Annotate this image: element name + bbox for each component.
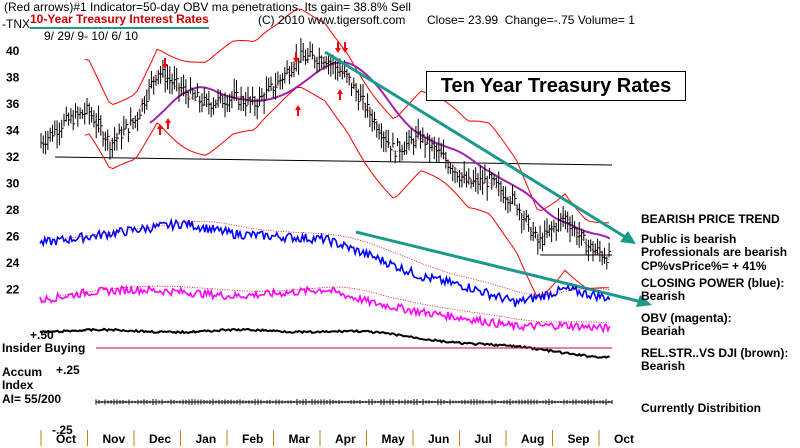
y-tick-label: 28 [6, 203, 20, 217]
copyright: (C) 2010 www.tigersoft.com [258, 13, 406, 27]
moving-average-line [149, 61, 611, 240]
x-tick-label: Dec [149, 432, 171, 446]
obv-note: OBV (magenta): [641, 311, 732, 325]
accum-label: Accum [2, 365, 43, 379]
symbol: -TNX [2, 17, 30, 31]
closing-power-line-ma [59, 221, 610, 296]
professionals-note: Professionals are bearish [641, 245, 788, 259]
x-tick-label: Apr [335, 432, 356, 446]
relstr-value: Bearish [641, 359, 686, 373]
volume-label: Volume= [577, 13, 625, 27]
y-tick-label: 30 [6, 177, 20, 191]
chart-title: 10-Year Treasury Interest Rates [30, 13, 209, 29]
price-trendline [324, 50, 631, 242]
indicator-line: (Red arrows)#1 Indicator=50-day OBV ma p… [4, 0, 411, 14]
x-tick-label: Aug [521, 432, 544, 446]
close-label: Close= [427, 13, 465, 27]
sell-arrow-icon [162, 64, 168, 69]
trend-note: BEARISH PRICE TREND [641, 212, 780, 226]
chart-box-title: Ten Year Treasury Rates [426, 71, 686, 101]
closing-power-note: CLOSING POWER (blue): [641, 276, 785, 290]
obv-line-ma [59, 285, 610, 324]
date-range: 9/ 29/ 9- 10/ 6/ 10 [44, 29, 139, 43]
close-readout: Close= 23.99 Change=-.75 Volume= 1 [427, 14, 635, 27]
buy-arrow-icon [165, 118, 171, 123]
minus25-label: -.25 [52, 423, 73, 437]
rel-strength-line [39, 327, 610, 359]
support-line [54, 156, 613, 166]
x-tick-label: Oct [56, 432, 76, 446]
buy-arrow-icon [337, 89, 343, 94]
buy-arrow-icon [157, 124, 163, 129]
change-value: -.75 [553, 13, 575, 27]
x-tick-label: Jan [196, 432, 217, 446]
y-tick-label: 38 [6, 71, 20, 85]
closing-power-value: Bearish [641, 289, 686, 303]
index-label: Index [2, 378, 34, 392]
plus25-label: +.25 [56, 363, 80, 377]
sell-arrow-icon [342, 48, 348, 53]
y-tick-label: 24 [6, 256, 20, 270]
trendline-arrowhead [636, 295, 652, 307]
x-tick-label: Sep [568, 432, 590, 446]
sell-arrow-icon [293, 58, 299, 63]
cp-note: CP%vsPrice%= + 41% [641, 259, 767, 273]
public-note: Public is bearish [641, 232, 737, 246]
x-tick-label: Nov [103, 432, 126, 446]
volume-value: 1 [628, 13, 635, 27]
x-tick-label: Jul [475, 432, 492, 446]
y-tick-label: 40 [6, 44, 20, 58]
lower-band [84, 86, 609, 298]
obv-value: Beariah [641, 324, 686, 338]
closing-power-trendline [355, 230, 647, 305]
change-label: Change= [504, 13, 554, 27]
upper-band [84, 8, 609, 224]
y-tick-label: 36 [6, 97, 20, 111]
obv-line [39, 284, 611, 334]
trendline-arrowhead [620, 231, 636, 244]
x-tick-label: Oct [614, 432, 634, 446]
closing-power-line [39, 217, 611, 307]
x-tick-label: Mar [289, 432, 311, 446]
buy-arrow-icon [295, 105, 301, 110]
relstr-note: REL.STR..VS DJI (brown): [641, 346, 789, 360]
x-tick-label: May [382, 432, 406, 446]
y-tick-label: 34 [6, 124, 20, 138]
distribution-note: Currently Distribition [641, 401, 762, 415]
insider-label: Insider Buying [2, 341, 86, 355]
y-tick-label: 32 [6, 150, 20, 164]
y-tick-label: 26 [6, 230, 20, 244]
sell-arrow-icon [335, 48, 341, 53]
x-tick-label: Feb [242, 432, 263, 446]
ai-label: AI= 55/200 [2, 392, 62, 406]
plus50-label: +.50 [30, 328, 54, 342]
y-tick-label: 22 [6, 283, 20, 297]
close-value: 23.99 [468, 13, 499, 27]
x-tick-label: Jun [428, 432, 449, 446]
